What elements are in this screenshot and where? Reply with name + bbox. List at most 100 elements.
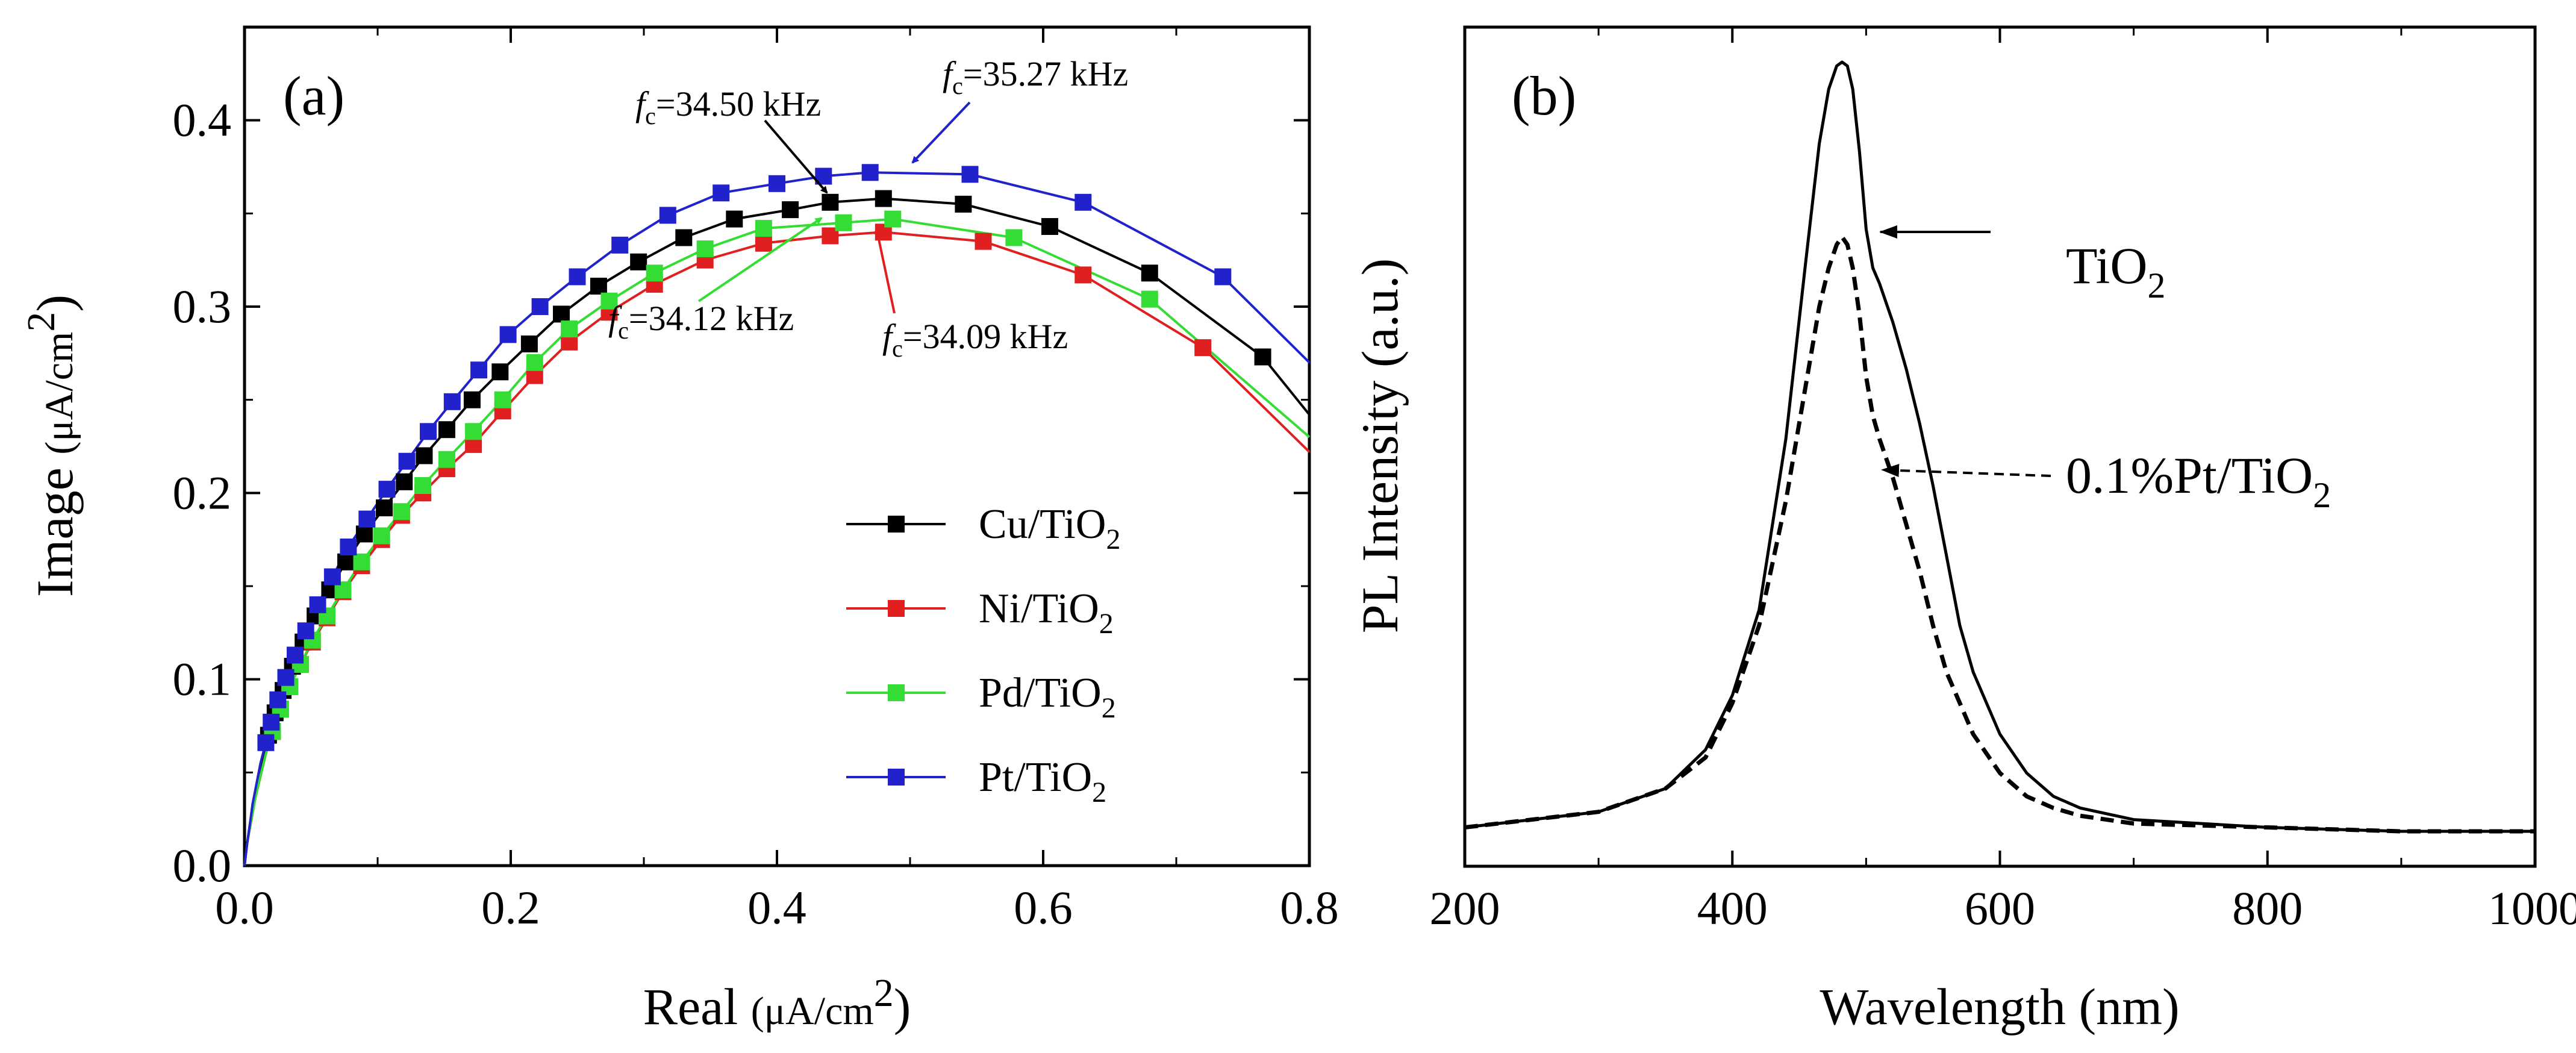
data-point-pt — [297, 622, 314, 640]
annotation-pt-tio2: 0.1%Pt/TiO2 — [1881, 446, 2331, 515]
svg-text:Cu/TiO2: Cu/TiO2 — [979, 501, 1120, 555]
data-point-pt — [1074, 193, 1092, 211]
data-point-cu — [376, 499, 393, 517]
data-point-pt — [861, 164, 879, 181]
svg-text:Pt/TiO2: Pt/TiO2 — [979, 754, 1106, 808]
legend-item-cu: Cu/TiO2 — [846, 501, 1120, 555]
data-point-pt — [323, 568, 341, 586]
series-line-tio2 — [1464, 60, 2535, 833]
data-point-pd — [465, 423, 482, 440]
data-point-cu — [955, 195, 972, 213]
svg-text:fc=34.09 kHz: fc=34.09 kHz — [882, 317, 1068, 362]
legend-item-pt: Pt/TiO2 — [846, 754, 1106, 808]
series-line-pt-tio2 — [1464, 234, 2535, 834]
data-point-pd — [561, 320, 578, 338]
svg-text:fc=34.12 kHz: fc=34.12 kHz — [608, 299, 794, 344]
data-point-pt — [611, 236, 629, 254]
panel-b-label: (b) — [1512, 65, 1576, 127]
panel-a-xlabel: Real (μA/cm2) — [643, 971, 911, 1036]
data-point-cu — [491, 363, 509, 381]
data-point-pt — [470, 361, 487, 379]
panel-a-label: (a) — [283, 65, 345, 127]
panel-a-xtick-label: 0.4 — [747, 881, 806, 934]
panel-a-legend: Cu/TiO2 Ni/TiO2 Pd/TiO2 Pt/TiO2 — [846, 501, 1120, 808]
panel-a-frame — [243, 25, 1311, 867]
data-point-cu — [553, 305, 570, 323]
data-point-pd — [884, 210, 902, 228]
data-point-pd — [438, 451, 455, 468]
data-point-pt — [309, 596, 326, 613]
data-point-cu — [337, 553, 354, 570]
annotation-pt-fc: fc=35.27 kHz — [911, 54, 1128, 164]
data-point-pd — [696, 240, 714, 258]
panel-a-ytick-label: 0.4 — [173, 94, 232, 146]
data-point-pt — [443, 393, 461, 410]
data-point-pt — [659, 207, 676, 224]
data-point-pd — [646, 264, 663, 282]
data-point-pt — [531, 298, 549, 315]
data-point-pt — [569, 268, 586, 286]
data-point-pt — [257, 734, 275, 751]
data-point-cu — [875, 190, 892, 207]
data-point-pd — [835, 214, 852, 231]
data-point-pt — [287, 646, 304, 664]
data-point-cu — [438, 421, 455, 439]
data-point-pd — [755, 220, 772, 237]
legend-item-ni: Ni/TiO2 — [846, 586, 1114, 640]
data-point-pd — [373, 527, 390, 545]
svg-text:0.1%Pt/TiO2: 0.1%Pt/TiO2 — [2066, 446, 2331, 515]
data-point-ni — [1074, 266, 1092, 284]
panel-b-xtick-label: 400 — [1697, 882, 1768, 934]
data-point-pd — [1141, 290, 1158, 308]
panel-b-xtick-label: 200 — [1430, 882, 1500, 934]
annotation-tio2: TiO2 — [1879, 225, 2166, 305]
svg-text:TiO2: TiO2 — [2066, 237, 2166, 305]
panel-b-xtick-label: 800 — [2232, 882, 2303, 934]
panel-b-xlabel: Wavelength (nm) — [1820, 978, 2179, 1036]
data-point-ni — [975, 233, 992, 250]
panel-a-ytick-label: 0.1 — [173, 653, 232, 705]
legend-item-pd: Pd/TiO2 — [846, 670, 1116, 724]
panel-a-xtick-label: 0.8 — [1280, 881, 1339, 934]
data-point-pt — [340, 539, 357, 555]
panel-b: 200 400 600 800 1000 (b) Wavelength (nm) PL … — [1351, 25, 2576, 1036]
data-point-cu — [1041, 218, 1058, 235]
data-point-pt — [269, 691, 287, 708]
svg-text:fc=34.50 kHz: fc=34.50 kHz — [635, 84, 821, 130]
data-point-cu — [355, 525, 373, 543]
data-point-cu — [675, 229, 693, 246]
annotation-cu-fc: fc=34.50 kHz — [635, 84, 828, 194]
data-point-pt — [277, 669, 295, 686]
data-point-pt — [961, 166, 979, 183]
panel-b-ylabel: PL Intensity (a.u.) — [1351, 258, 1409, 634]
data-point-pt — [378, 481, 396, 498]
panel-a-ylabel: Image (μA/cm2) — [19, 295, 84, 597]
data-point-pt — [263, 713, 280, 731]
panel-a-xtick-label: 0.0 — [215, 881, 274, 934]
panel-a-ytick-label: 0.0 — [173, 839, 232, 892]
panel-a-xtick-label: 0.6 — [1014, 881, 1073, 934]
data-point-pd — [494, 391, 511, 408]
data-point-cu — [822, 193, 839, 211]
panel-a-ytick-label: 0.3 — [173, 280, 232, 333]
data-point-cu — [782, 201, 799, 219]
data-point-cu — [416, 447, 433, 464]
data-point-cu — [630, 253, 647, 270]
svg-text:fc=35.27 kHz: fc=35.27 kHz — [943, 54, 1128, 99]
data-point-pt — [420, 423, 437, 440]
data-point-pt — [499, 326, 517, 343]
data-point-ni — [1194, 339, 1212, 357]
annotation-pd-fc: fc=34.12 kHz — [608, 217, 823, 344]
panel-b-xtick-label: 1000 — [2488, 882, 2576, 934]
data-point-pd — [526, 354, 543, 371]
data-point-pd — [393, 503, 410, 520]
data-point-cu — [726, 210, 743, 228]
data-point-pd — [1005, 229, 1023, 246]
data-point-pd — [600, 292, 618, 310]
data-point-pt — [713, 184, 730, 202]
panel-a: 0.0 0.2 0.4 0.6 0.8 0.0 0.1 0.2 0.3 0.4 (a) Real… — [19, 25, 1339, 1036]
data-point-cu — [1141, 264, 1158, 282]
data-point-pt — [398, 452, 416, 470]
